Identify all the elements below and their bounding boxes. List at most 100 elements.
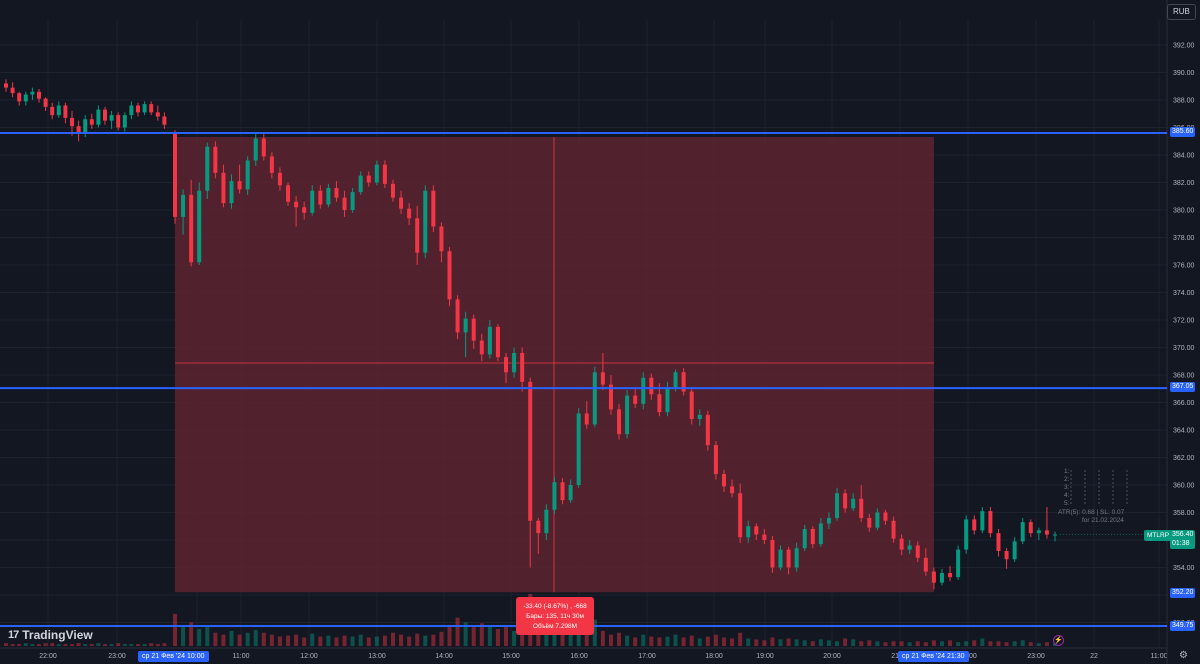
level-badge-middle: 367.05 — [1170, 382, 1196, 392]
lightning-icon[interactable]: ⚡ — [1053, 635, 1064, 646]
volume-bar — [649, 636, 654, 646]
volume-bar — [261, 632, 266, 646]
candle-body — [1020, 522, 1025, 542]
volume-bar — [818, 639, 823, 646]
volume-bar — [633, 637, 638, 646]
time-tick-label: 23:00 — [108, 653, 126, 660]
candle-body — [665, 387, 670, 413]
candle-body — [63, 105, 68, 118]
candle-body — [318, 190, 323, 205]
candle-body — [931, 571, 936, 583]
volume-bar — [390, 632, 395, 646]
candle-body — [181, 194, 186, 217]
volume-bar — [415, 633, 420, 646]
volume-bar — [625, 635, 630, 646]
candle-body — [899, 538, 904, 550]
candle-body — [980, 511, 985, 531]
volume-bar — [512, 630, 517, 646]
volume-bar — [89, 644, 94, 646]
volume-bar — [43, 643, 48, 646]
candle-body — [657, 394, 662, 413]
candle-body — [770, 540, 775, 568]
candle-body — [875, 512, 880, 528]
price-tick-label: 368.00 — [1173, 373, 1195, 380]
measure-range-box — [175, 137, 934, 593]
candle-body — [76, 126, 81, 133]
volume-bar — [1020, 640, 1025, 646]
volume-bar — [63, 644, 68, 646]
volume-bar — [592, 619, 597, 646]
settings-gear-icon[interactable]: ⚙ — [1179, 650, 1188, 661]
volume-bar — [1028, 642, 1033, 646]
candle-body — [122, 115, 127, 128]
price-tick-label: 362.00 — [1173, 455, 1195, 462]
volume-bar — [730, 638, 735, 646]
candle-body — [625, 395, 630, 435]
bar-countdown: 01:38 — [1172, 540, 1190, 547]
volume-bar — [1044, 642, 1049, 646]
volume-bar — [116, 643, 121, 646]
volume-bar — [30, 644, 35, 646]
candle-body — [253, 138, 258, 161]
candle-body — [407, 208, 412, 219]
price-tick-label: 382.00 — [1173, 180, 1195, 187]
level-badge-lower: 349.75 — [1170, 621, 1196, 631]
volume-bar — [76, 643, 81, 646]
volume-bar — [136, 644, 140, 646]
candle-body — [245, 160, 250, 190]
candle-body — [479, 340, 484, 355]
price-tick-label: 372.00 — [1173, 318, 1195, 325]
candle-body — [689, 391, 694, 419]
candle-body — [810, 529, 815, 545]
candle-body — [964, 519, 969, 550]
measure-label: -33.40 (-8.67%) , -668 Бары: 135, 11ч 30… — [516, 597, 594, 635]
volume-bar — [129, 644, 134, 646]
time-tick-label: 23:00 — [1027, 653, 1045, 660]
current-price-badge: 356.40 01:38 — [1170, 530, 1196, 549]
volume-bar — [875, 641, 880, 646]
candle-body — [1044, 530, 1049, 535]
candle-body — [1004, 551, 1009, 560]
time-tick-label: 13:00 — [368, 653, 386, 660]
candle-body — [608, 384, 613, 410]
candle-body — [109, 115, 114, 121]
candle-body — [713, 445, 718, 474]
candle-body — [96, 109, 101, 125]
volume-bar — [269, 634, 274, 646]
volume-bar — [37, 644, 41, 646]
volume-bar — [213, 632, 218, 646]
volume-bar — [342, 635, 347, 646]
volume-bar — [253, 629, 258, 646]
volume-bar — [770, 637, 775, 646]
candle-body — [487, 326, 492, 355]
candle-body — [471, 318, 476, 341]
candle-body — [528, 381, 533, 521]
price-tick-label: 370.00 — [1173, 345, 1195, 352]
candle-body — [907, 545, 912, 550]
candle-body — [70, 117, 74, 127]
candle-body — [205, 146, 210, 191]
candle-body — [447, 251, 452, 300]
volume-bar — [520, 628, 525, 646]
volume-bar — [560, 632, 565, 646]
currency-button[interactable]: RUB — [1167, 4, 1196, 20]
candle-body — [826, 518, 831, 524]
volume-bar — [697, 638, 702, 646]
price-tick-label: 376.00 — [1173, 263, 1195, 270]
candle-body — [116, 115, 121, 128]
volume-bar — [600, 630, 605, 646]
candle-body — [382, 164, 387, 184]
candle-body — [794, 548, 799, 568]
time-tick-label: 19:00 — [756, 653, 774, 660]
volume-bar — [4, 643, 8, 646]
candle-body — [939, 573, 944, 583]
volume-bar — [479, 623, 484, 646]
candle-body — [972, 519, 977, 531]
volume-bar — [673, 634, 678, 646]
candle-body — [915, 545, 920, 558]
volume-bar — [931, 640, 936, 646]
candle-body — [730, 486, 735, 494]
candle-body — [673, 372, 678, 388]
